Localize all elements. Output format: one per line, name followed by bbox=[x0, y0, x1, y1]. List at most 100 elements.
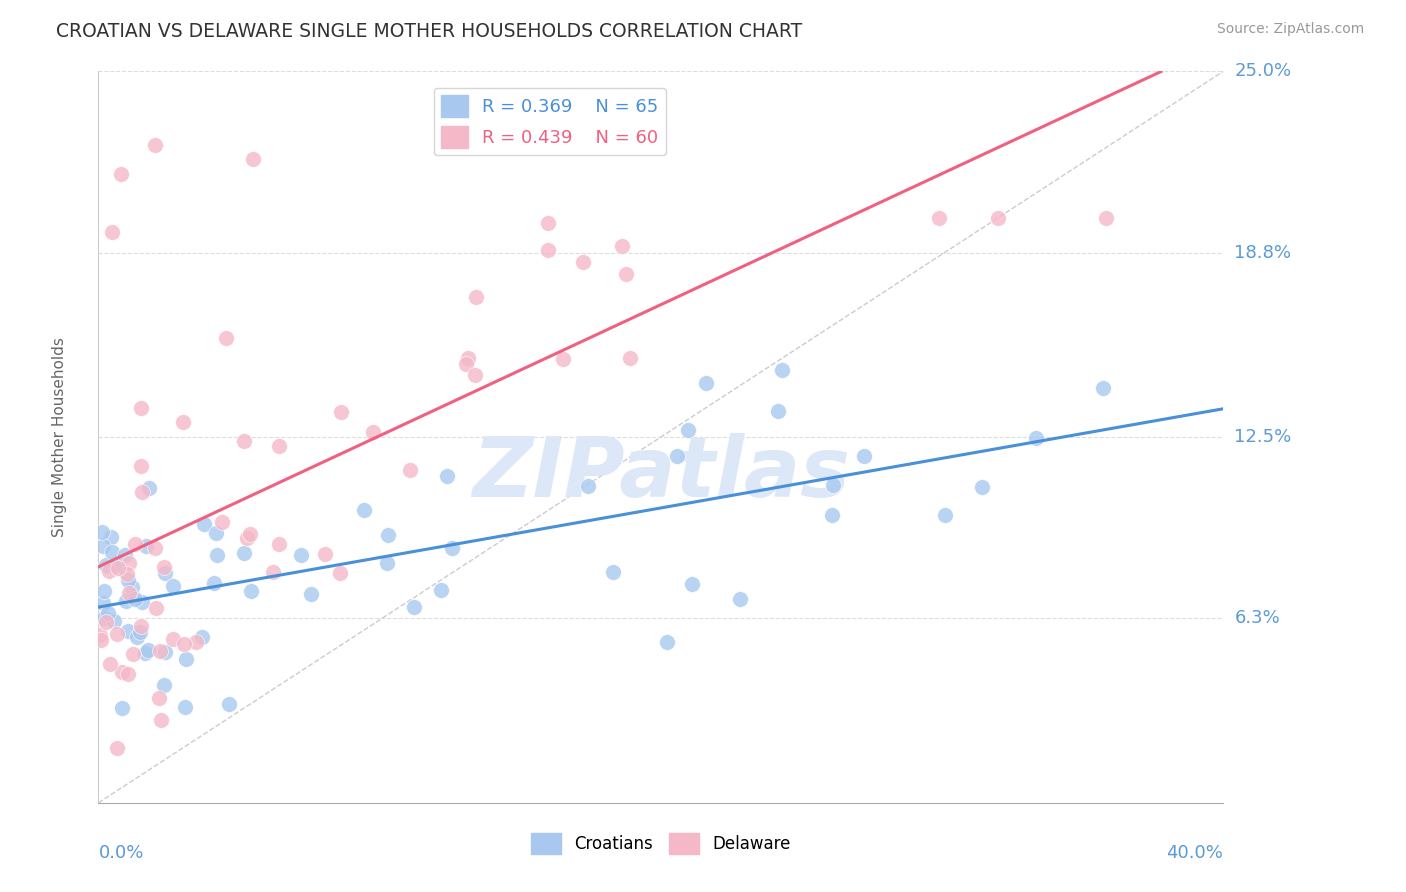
Point bbox=[136, 643, 159, 657]
Point bbox=[135, 539, 157, 553]
Point bbox=[107, 561, 129, 575]
Point bbox=[143, 137, 166, 152]
Point bbox=[162, 632, 184, 647]
Point bbox=[93, 583, 115, 598]
Point bbox=[93, 596, 115, 610]
Point bbox=[1094, 211, 1116, 225]
Point bbox=[105, 741, 128, 756]
Point bbox=[536, 244, 558, 258]
Text: Source: ZipAtlas.com: Source: ZipAtlas.com bbox=[1216, 22, 1364, 37]
Point bbox=[131, 484, 153, 499]
Point bbox=[124, 591, 146, 606]
Point bbox=[104, 558, 127, 573]
Point bbox=[619, 351, 641, 365]
Point bbox=[153, 678, 176, 692]
Point bbox=[117, 574, 139, 588]
Text: 18.8%: 18.8% bbox=[1234, 244, 1291, 261]
Point bbox=[821, 478, 844, 492]
Point bbox=[430, 583, 453, 598]
Point bbox=[89, 628, 111, 642]
Point bbox=[90, 525, 112, 540]
Point bbox=[853, 449, 876, 463]
Point bbox=[232, 434, 254, 448]
Point bbox=[101, 225, 124, 239]
Point bbox=[972, 480, 994, 494]
Point bbox=[537, 216, 560, 230]
Text: 40.0%: 40.0% bbox=[1167, 845, 1223, 863]
Point bbox=[728, 592, 751, 607]
Point bbox=[987, 211, 1010, 225]
Point bbox=[404, 599, 426, 614]
Point bbox=[174, 700, 197, 714]
Point bbox=[770, 362, 793, 376]
Point bbox=[129, 458, 152, 473]
Point bbox=[464, 368, 486, 383]
Point bbox=[105, 627, 128, 641]
Point bbox=[111, 665, 134, 679]
Point bbox=[124, 537, 146, 551]
Point bbox=[233, 546, 256, 560]
Point bbox=[172, 416, 194, 430]
Point bbox=[98, 564, 121, 578]
Point bbox=[457, 351, 479, 365]
Point bbox=[134, 646, 156, 660]
Point bbox=[190, 630, 212, 644]
Point bbox=[329, 566, 352, 580]
Point bbox=[153, 566, 176, 581]
Point bbox=[150, 714, 173, 728]
Point bbox=[97, 606, 120, 620]
Point bbox=[399, 463, 422, 477]
Legend: Croatians, Delaware: Croatians, Delaware bbox=[524, 827, 797, 860]
Point bbox=[100, 530, 122, 544]
Point bbox=[193, 517, 215, 532]
Point bbox=[148, 644, 170, 658]
Point bbox=[678, 423, 700, 437]
Text: 25.0%: 25.0% bbox=[1234, 62, 1292, 80]
Point bbox=[290, 548, 312, 562]
Point bbox=[218, 697, 240, 711]
Point bbox=[353, 503, 375, 517]
Text: 0.0%: 0.0% bbox=[98, 845, 143, 863]
Point bbox=[377, 528, 399, 542]
Point bbox=[145, 600, 167, 615]
Point bbox=[681, 577, 703, 591]
Point bbox=[110, 167, 132, 181]
Point bbox=[98, 657, 121, 672]
Point bbox=[90, 632, 112, 647]
Point bbox=[101, 545, 124, 559]
Point bbox=[202, 575, 225, 590]
Point bbox=[240, 584, 263, 599]
Point bbox=[242, 152, 264, 166]
Point bbox=[262, 565, 284, 579]
Point bbox=[1091, 381, 1114, 395]
Point bbox=[821, 508, 844, 522]
Point bbox=[129, 618, 152, 632]
Point bbox=[125, 630, 148, 644]
Text: ZIPatlas: ZIPatlas bbox=[472, 434, 849, 514]
Point bbox=[152, 559, 174, 574]
Point bbox=[361, 425, 384, 440]
Point bbox=[143, 541, 166, 556]
Point bbox=[695, 376, 717, 390]
Point bbox=[138, 481, 160, 495]
Point bbox=[115, 594, 138, 608]
Point bbox=[118, 556, 141, 570]
Point bbox=[205, 549, 228, 563]
Point bbox=[1025, 431, 1047, 445]
Point bbox=[103, 614, 125, 628]
Point bbox=[436, 469, 458, 483]
Point bbox=[129, 401, 152, 415]
Point bbox=[602, 565, 624, 579]
Point bbox=[267, 537, 290, 551]
Point bbox=[114, 548, 136, 562]
Point bbox=[267, 439, 290, 453]
Point bbox=[184, 634, 207, 648]
Text: CROATIAN VS DELAWARE SINGLE MOTHER HOUSEHOLDS CORRELATION CHART: CROATIAN VS DELAWARE SINGLE MOTHER HOUSE… bbox=[56, 22, 803, 41]
Point bbox=[94, 558, 117, 572]
Point bbox=[215, 331, 238, 345]
Point bbox=[128, 625, 150, 640]
Point bbox=[204, 526, 226, 541]
Point bbox=[211, 515, 233, 529]
Point bbox=[551, 352, 574, 367]
Point bbox=[117, 667, 139, 681]
